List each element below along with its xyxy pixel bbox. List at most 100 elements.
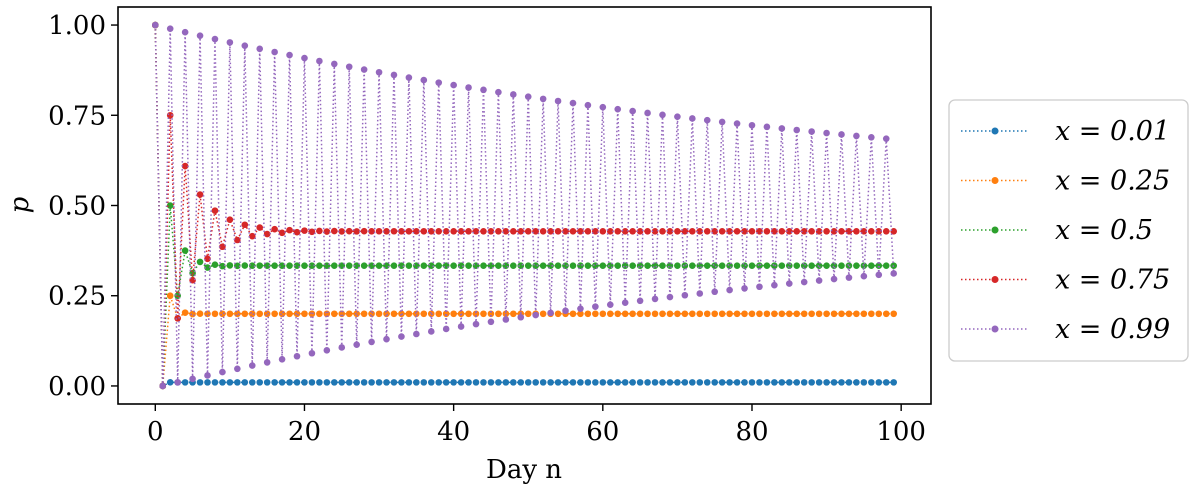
data-point [271,48,278,56]
data-point [510,262,517,269]
data-point [823,262,830,269]
series-0-99 [151,21,898,390]
data-point [524,262,532,269]
data-point [629,262,636,269]
data-point [756,379,763,386]
data-point [308,262,316,269]
data-point [823,227,830,235]
data-point [442,379,450,386]
data-point [771,379,778,386]
data-point [651,227,659,235]
data-point [271,225,278,233]
data-point [181,309,189,316]
data-point [606,227,614,235]
legend-item: x = 0.99 [961,314,1170,345]
data-point [890,227,898,235]
data-point [189,310,196,318]
data-point [592,379,599,386]
data-point [323,228,331,235]
data-point [234,236,241,244]
data-point [286,310,293,318]
y-tick-label: 0.25 [48,282,106,312]
data-point [689,310,696,318]
data-point [174,379,181,386]
data-point [405,310,413,318]
data-point [599,262,607,269]
data-point [882,135,890,142]
data-point [390,310,398,318]
data-point [741,262,748,269]
data-point [666,262,674,269]
data-point [778,310,786,318]
data-point [763,310,771,318]
data-point [502,379,510,386]
data-point [681,291,689,299]
data-point [226,216,234,223]
data-point [204,310,211,318]
data-point [390,379,398,386]
data-point [308,349,316,357]
data-point [689,379,696,386]
legend-item: x = 0.25 [961,166,1170,197]
data-point [495,310,502,318]
data-point [196,258,204,266]
data-point [800,278,808,286]
data-point [718,262,726,269]
data-point [771,262,778,269]
data-point [480,262,487,269]
data-point [316,227,323,235]
data-point [316,310,323,318]
data-point [368,310,375,318]
data-point [331,262,338,269]
data-point [793,310,801,318]
data-point [345,262,353,269]
data-point [219,379,226,386]
data-point [569,99,577,107]
data-point [360,310,368,318]
data-point [875,227,883,235]
data-point [181,379,189,386]
data-point [189,375,196,383]
series-0-5 [151,21,898,390]
data-point [599,310,607,318]
data-point [577,305,584,312]
data-point [868,310,875,318]
data-point [480,379,487,386]
data-point [562,379,569,386]
data-point [495,227,502,235]
data-point [629,227,636,235]
data-point [808,379,815,386]
data-point [427,328,435,335]
data-point [733,379,741,386]
data-point [502,310,510,318]
data-point [621,262,629,269]
data-point [375,379,383,386]
data-point [741,310,748,318]
data-point [562,307,569,315]
data-point [629,107,636,115]
data-point [726,286,733,294]
data-point [756,310,763,318]
data-point [584,101,592,109]
data-point [278,310,286,318]
data-point [331,60,338,68]
data-point [890,379,898,386]
data-point [793,379,801,386]
data-point [800,310,808,318]
legend-item: x = 0.75 [961,265,1170,296]
data-point [450,81,457,89]
legend-marker [991,226,999,234]
data-point [226,379,234,386]
series-line [154,25,894,388]
data-point [457,379,465,386]
data-point [510,379,517,386]
data-point [808,310,815,318]
data-point [733,227,741,235]
data-point [703,227,711,235]
data-point [442,227,450,235]
data-point [599,227,607,235]
data-point [517,227,525,235]
data-point [569,262,577,269]
data-point [532,311,539,319]
data-point [301,54,308,62]
